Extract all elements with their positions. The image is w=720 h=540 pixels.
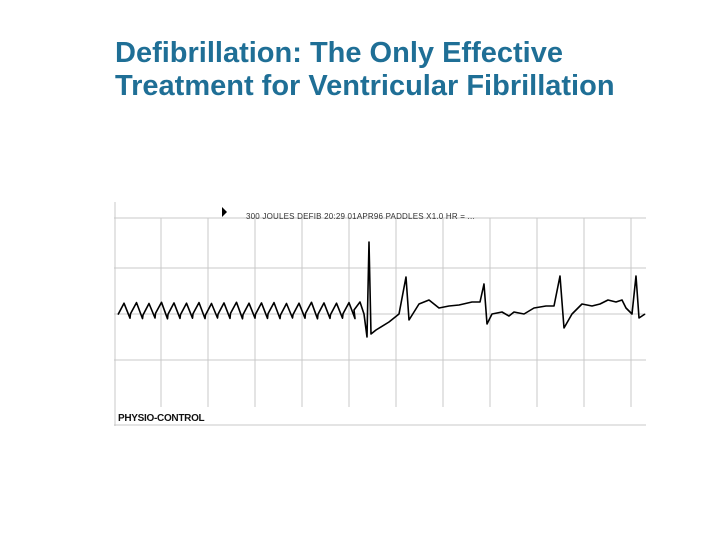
ecg-header-text: 300 JOULES DEFIB 20:29 01APR96 PADDLES X… xyxy=(246,212,475,221)
event-marker-icon xyxy=(222,207,227,217)
slide-title: Defibrillation: The Only Effective Treat… xyxy=(115,37,705,103)
slide-title-line-2: Treatment for Ventricular Fibrillation xyxy=(115,70,615,102)
physio-control-logo: PHYSIO-CONTROL xyxy=(118,413,205,424)
ecg-strip: 300 JOULES DEFIB 20:29 01APR96 PADDLES X… xyxy=(114,202,646,426)
slide-title-line-1: Defibrillation: The Only Effective xyxy=(115,37,563,69)
ecg-chart xyxy=(114,202,646,426)
ecg-trace xyxy=(117,241,646,338)
